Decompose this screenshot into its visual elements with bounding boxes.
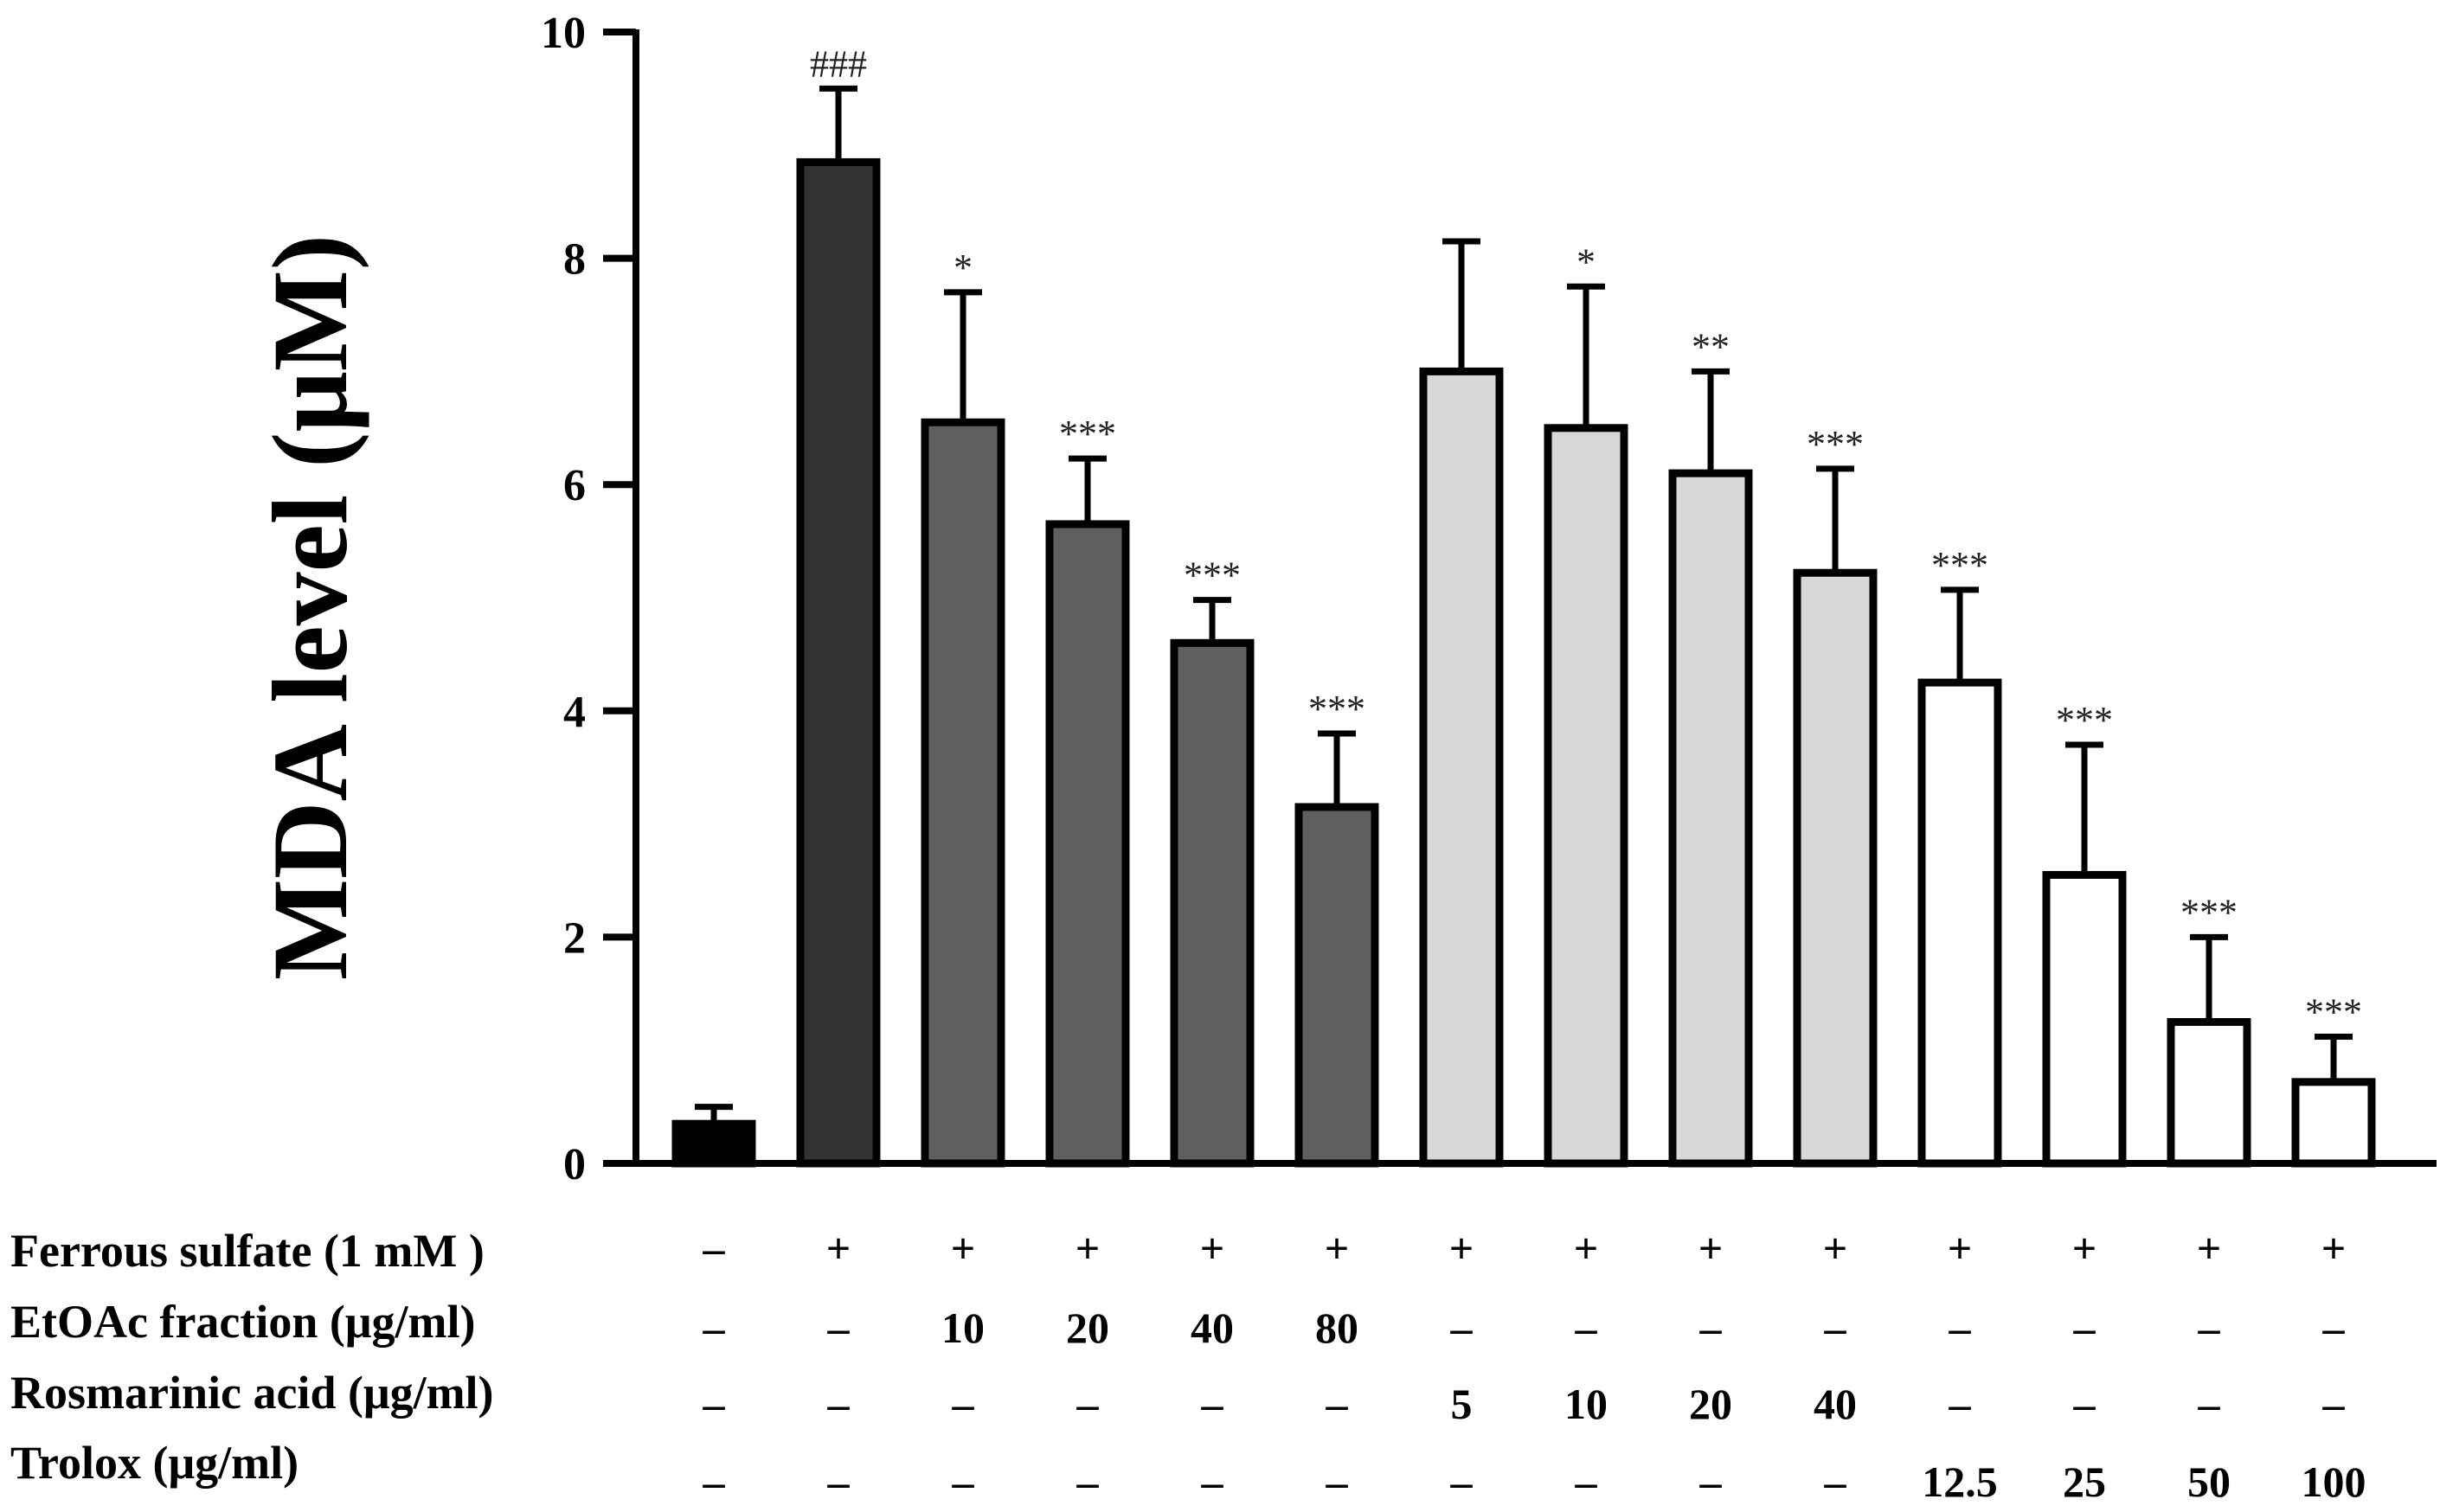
bar xyxy=(1793,568,1878,1168)
significance-mark: *** xyxy=(1059,413,1116,455)
treatment-cell: – xyxy=(1575,1458,1598,1506)
treatment-cell: 20 xyxy=(1689,1380,1732,1428)
treatment-cell: 10 xyxy=(1564,1380,1608,1428)
y-tick-label: 10 xyxy=(541,9,586,58)
significance-mark: * xyxy=(1576,240,1596,283)
treatment-cell: – xyxy=(2073,1380,2096,1428)
treatment-cell: + xyxy=(1823,1224,1848,1272)
bar xyxy=(796,157,881,1168)
treatment-cell: 10 xyxy=(941,1304,985,1352)
treatment-cell: 50 xyxy=(2187,1458,2231,1506)
treatment-cell: + xyxy=(1948,1224,1973,1272)
significance-mark: *** xyxy=(1931,544,1988,586)
treatment-cell: – xyxy=(703,1458,726,1506)
treatment-cell: 80 xyxy=(1315,1304,1358,1352)
bar xyxy=(1170,638,1255,1168)
treatment-cell: – xyxy=(827,1458,851,1506)
treatment-row-label: Rosmarinic acid (μg/ml) xyxy=(10,1367,494,1419)
significance-mark: *** xyxy=(2305,991,2362,1034)
treatment-cell: 25 xyxy=(2063,1458,2106,1506)
treatment-cell: – xyxy=(1450,1304,1474,1352)
treatment-cell: + xyxy=(1574,1224,1599,1272)
significance-mark: *** xyxy=(1184,554,1241,597)
significance-mark: ** xyxy=(1692,325,1730,368)
treatment-cell: + xyxy=(2321,1224,2347,1272)
treatment-cell: – xyxy=(1326,1458,1349,1506)
bar xyxy=(1544,424,1628,1168)
treatment-cell: – xyxy=(1450,1458,1474,1506)
treatment-table: Ferrous sulfate (1 mM ) – + + + + + + + + + + + + + EtO… xyxy=(10,1224,2366,1506)
treatment-cell: – xyxy=(1326,1380,1349,1428)
y-tick-label: 8 xyxy=(563,235,586,285)
treatment-cell: – xyxy=(1575,1304,1598,1352)
treatment-cell: – xyxy=(2073,1304,2096,1352)
significance-mark: *** xyxy=(1807,423,1864,465)
treatment-cell: – xyxy=(1699,1458,1723,1506)
treatment-cell: + xyxy=(2197,1224,2222,1272)
bar xyxy=(2042,870,2127,1168)
y-tick-label: 0 xyxy=(563,1140,586,1189)
treatment-cell: – xyxy=(1201,1458,1224,1506)
y-tick-label: 4 xyxy=(563,688,586,737)
treatment-cell: – xyxy=(2198,1380,2221,1428)
treatment-cell: – xyxy=(1076,1380,1100,1428)
treatment-cell: 20 xyxy=(1066,1304,1109,1352)
treatment-cell: – xyxy=(703,1380,726,1428)
treatment-cell: – xyxy=(2322,1380,2346,1428)
treatment-cell: + xyxy=(951,1224,976,1272)
treatment-cell: – xyxy=(952,1458,975,1506)
treatment-cell: 5 xyxy=(1451,1380,1473,1428)
treatment-cell: + xyxy=(1698,1224,1724,1272)
bar xyxy=(921,418,1005,1168)
significance-mark: *** xyxy=(2180,891,2238,933)
treatment-cell: – xyxy=(827,1380,851,1428)
treatment-cell: + xyxy=(1449,1224,1474,1272)
bar xyxy=(671,1119,756,1168)
y-tick-label: 6 xyxy=(563,461,586,510)
treatment-cell: + xyxy=(1076,1224,1101,1272)
bar xyxy=(1294,803,1379,1168)
treatment-cell: – xyxy=(1949,1304,1972,1352)
treatment-cell: + xyxy=(1325,1224,1350,1272)
treatment-cell: – xyxy=(703,1224,726,1272)
treatment-row-label: Trolox (μg/ml) xyxy=(10,1437,299,1489)
treatment-cell: – xyxy=(1824,1458,1847,1506)
bar xyxy=(2291,1078,2376,1168)
bar xyxy=(1917,678,2002,1168)
treatment-row-label: Ferrous sulfate (1 mM ) xyxy=(10,1225,485,1277)
treatment-cell: – xyxy=(1076,1458,1100,1506)
bar xyxy=(1045,520,1130,1168)
bar xyxy=(1668,469,1753,1168)
treatment-cell: 100 xyxy=(2302,1458,2366,1506)
significance-mark: *** xyxy=(2056,699,2113,741)
bar xyxy=(1419,367,1504,1168)
bars: ###**************************** xyxy=(671,42,2376,1168)
treatment-cell: 40 xyxy=(1191,1304,1234,1352)
y-axis-label: MDA level (μM) xyxy=(251,234,369,980)
treatment-cell: – xyxy=(827,1304,851,1352)
significance-mark: ### xyxy=(810,42,867,85)
treatment-cell: 40 xyxy=(1814,1380,1857,1428)
treatment-cell: 12.5 xyxy=(1922,1458,1998,1506)
treatment-row-label: EtOAc fraction (μg/ml) xyxy=(10,1296,475,1348)
treatment-cell: + xyxy=(826,1224,851,1272)
y-axis: 0 2 4 6 8 10 xyxy=(541,9,639,1189)
treatment-cell: – xyxy=(952,1380,975,1428)
treatment-cell: – xyxy=(703,1304,726,1352)
treatment-cell: – xyxy=(1949,1380,1972,1428)
treatment-cell: – xyxy=(1201,1380,1224,1428)
treatment-cell: – xyxy=(1699,1304,1723,1352)
treatment-cell: + xyxy=(2072,1224,2097,1272)
y-tick-label: 2 xyxy=(563,913,586,963)
significance-mark: *** xyxy=(1308,688,1365,730)
bar xyxy=(2167,1018,2251,1168)
treatment-cell: – xyxy=(1824,1304,1847,1352)
treatment-cell: – xyxy=(2322,1304,2346,1352)
treatment-cell: – xyxy=(2198,1304,2221,1352)
treatment-cell: + xyxy=(1200,1224,1225,1272)
significance-mark: * xyxy=(954,247,973,289)
